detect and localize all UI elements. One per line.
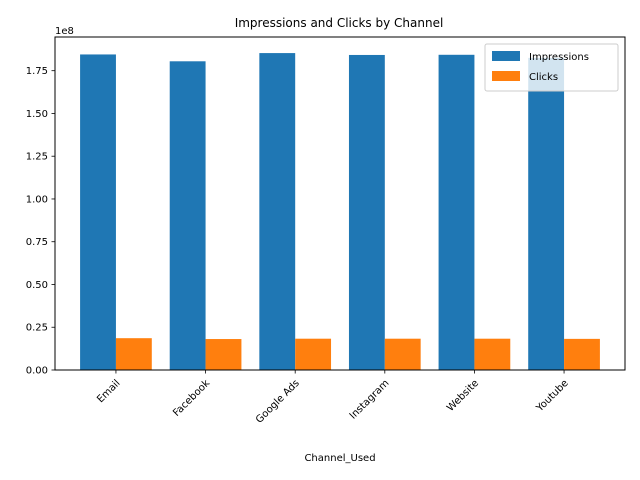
bar-clicks-youtube (564, 338, 600, 370)
legend-label-impressions: Impressions (529, 52, 589, 63)
bar-impressions-website (438, 54, 475, 370)
bar-impressions-email (80, 54, 116, 370)
x-tick-label: Youtube (534, 378, 571, 415)
plot-frame (54, 36, 626, 371)
bar-impressions-google-ads (259, 53, 296, 370)
y-tick-label: 0.75 (26, 237, 48, 248)
bars-group (80, 53, 600, 371)
y-tick-label: 1.25 (26, 152, 48, 163)
bar-impressions-youtube (528, 57, 565, 371)
x-tick-label: Instagram (348, 378, 392, 422)
bar-clicks-email (115, 338, 152, 370)
x-tick-label: Email (95, 378, 122, 405)
y-tick-label: 0.25 (26, 323, 48, 334)
y-tick-label: 1.00 (26, 194, 48, 205)
bar-clicks-facebook (205, 339, 242, 370)
y-tick-label: 1.75 (26, 66, 48, 77)
x-axis: Email Facebook Google Ads Instagram Website Y… (95, 370, 571, 426)
legend-swatch-clicks (492, 71, 520, 81)
y-scale-label: 1e8 (55, 26, 74, 37)
legend: Impressions Clicks (484, 43, 619, 92)
bar-clicks-google-ads (295, 338, 332, 370)
x-tick-label: Website (445, 378, 481, 414)
y-tick-label: 1.50 (26, 109, 48, 120)
bar-clicks-website (474, 338, 511, 370)
x-axis-label: Channel_Used (304, 453, 375, 464)
legend-swatch-impressions (492, 51, 520, 61)
y-axis: 0.00 0.25 0.50 0.75 1.00 1.25 1.50 1.75 (26, 66, 55, 377)
bar-clicks-instagram (384, 338, 421, 370)
x-tick-label: Facebook (171, 378, 212, 419)
chart-title: Impressions and Clicks by Channel (235, 16, 444, 30)
bar-impressions-instagram (348, 54, 385, 371)
y-tick-label: 0.50 (26, 280, 48, 291)
y-tick-label: 0.00 (26, 366, 48, 377)
bar-impressions-facebook (169, 61, 206, 370)
legend-label-clicks: Clicks (529, 72, 558, 83)
x-tick-label: Google Ads (254, 378, 302, 426)
